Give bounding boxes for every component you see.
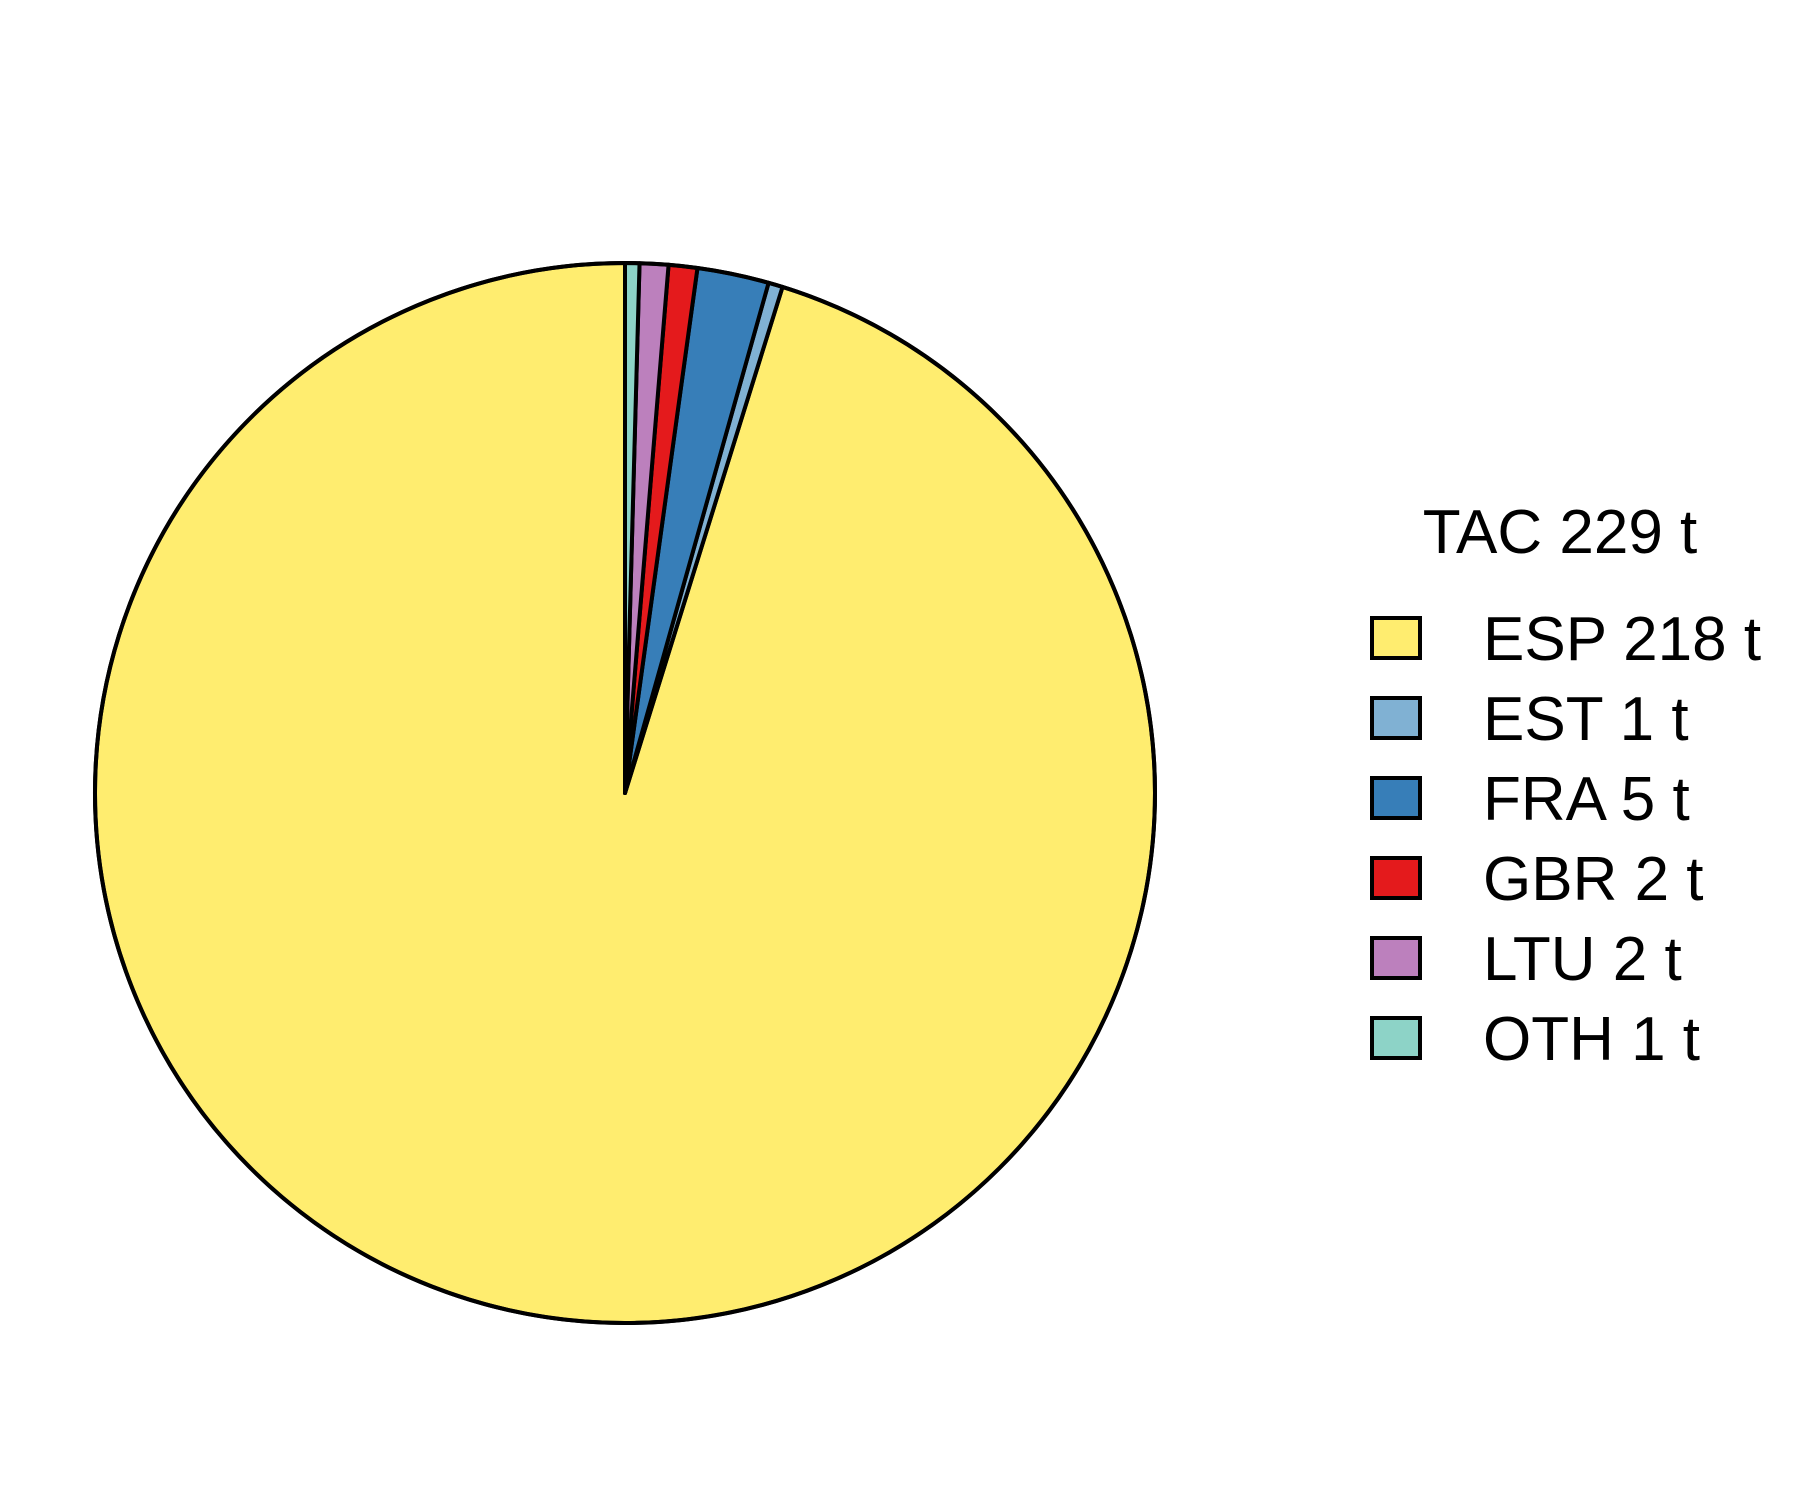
legend-items: ESP 218 t EST 1 t FRA 5 t GBR 2 t LTU 2 t OTH… <box>1370 605 1761 1074</box>
legend-item-esp: ESP 218 t <box>1370 605 1761 674</box>
legend-label-est: EST 1 t <box>1483 685 1689 754</box>
legend-item-ltu: LTU 2 t <box>1370 925 1682 994</box>
pie-outline <box>93 261 1157 1325</box>
legend-label-esp: ESP 218 t <box>1483 605 1761 674</box>
legend-swatch-gbr <box>1370 856 1422 900</box>
legend-label-gbr: GBR 2 t <box>1483 845 1704 914</box>
legend: TAC 229 t ESP 218 t EST 1 t FRA 5 t GBR 2 t… <box>1370 498 1761 1074</box>
legend-swatch-ltu <box>1370 936 1422 980</box>
legend-label-ltu: LTU 2 t <box>1483 925 1682 994</box>
pie-slices <box>93 261 1157 1325</box>
legend-swatch-fra <box>1370 776 1422 820</box>
legend-swatch-esp <box>1370 616 1422 660</box>
legend-item-est: EST 1 t <box>1370 685 1689 754</box>
legend-swatch-est <box>1370 696 1422 740</box>
legend-item-gbr: GBR 2 t <box>1370 845 1704 914</box>
legend-swatch-oth <box>1370 1016 1422 1060</box>
legend-item-fra: FRA 5 t <box>1370 765 1690 834</box>
legend-label-oth: OTH 1 t <box>1483 1005 1700 1074</box>
legend-item-oth: OTH 1 t <box>1370 1005 1700 1074</box>
legend-label-fra: FRA 5 t <box>1483 765 1690 834</box>
legend-title: TAC 229 t <box>1423 498 1698 567</box>
